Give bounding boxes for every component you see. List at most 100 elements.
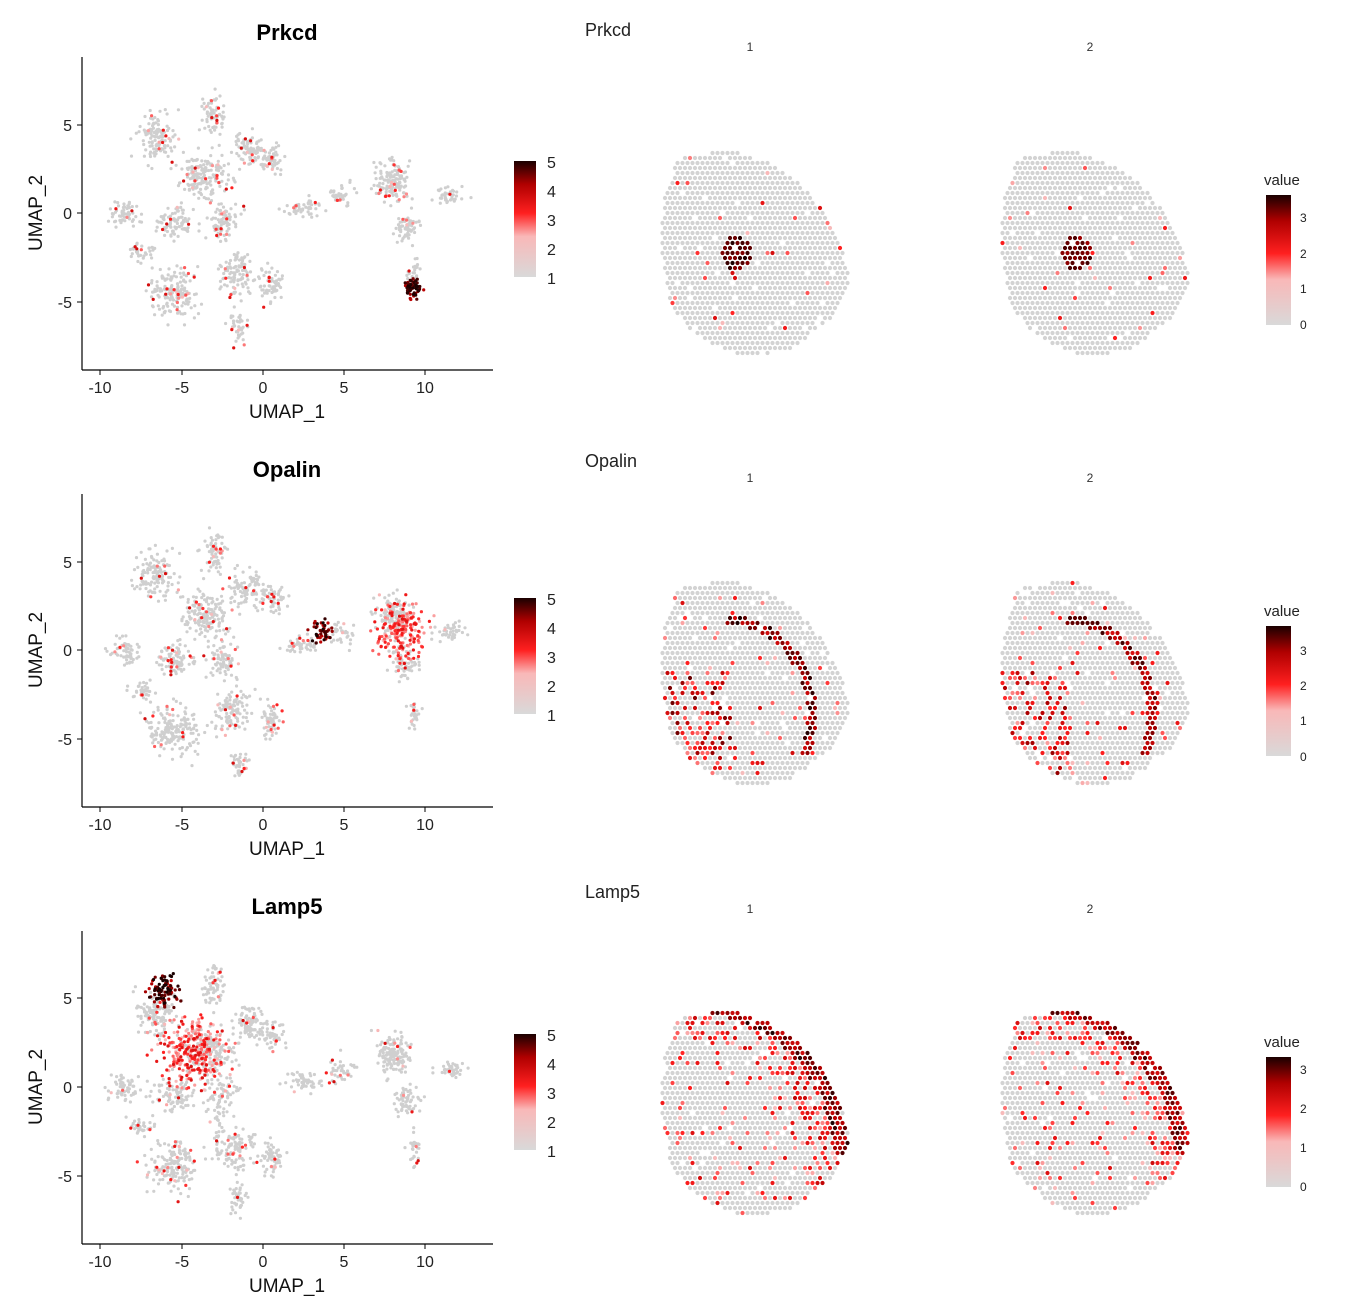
umap-point bbox=[251, 159, 255, 163]
umap-point bbox=[197, 733, 201, 737]
umap-point bbox=[148, 152, 152, 156]
spatial-spot bbox=[697, 295, 703, 301]
umap-point bbox=[301, 215, 305, 219]
umap-point bbox=[218, 629, 222, 633]
spatial-spot bbox=[1035, 270, 1040, 276]
spatial-spot bbox=[1012, 235, 1018, 241]
spatial-spot bbox=[1035, 240, 1040, 246]
spatial-spot bbox=[1120, 210, 1125, 216]
spatial-spot bbox=[1150, 270, 1155, 276]
spatial-spot bbox=[740, 210, 745, 216]
spatial-spot bbox=[822, 265, 828, 271]
umap-point bbox=[227, 233, 231, 237]
spatial-spot bbox=[785, 260, 790, 266]
umap-point bbox=[279, 168, 283, 172]
spatial-spot bbox=[1032, 255, 1038, 261]
spatial-spot bbox=[775, 330, 780, 336]
umap-point bbox=[241, 693, 245, 697]
spatial-spot bbox=[1020, 310, 1025, 316]
spatial-spot bbox=[1092, 335, 1098, 341]
spatial-spot bbox=[1042, 305, 1048, 311]
spatial-spot bbox=[1157, 225, 1163, 231]
spatial-spot bbox=[785, 190, 790, 196]
umap-point bbox=[374, 165, 378, 169]
spatial-spot bbox=[1147, 275, 1153, 281]
spatial-spot bbox=[732, 195, 738, 201]
umap-point bbox=[199, 193, 204, 197]
spatial-spot bbox=[775, 340, 780, 346]
spatial-spot bbox=[727, 165, 733, 171]
spatial-spot bbox=[1025, 220, 1030, 226]
umap-point bbox=[109, 653, 113, 657]
umap-point bbox=[196, 166, 200, 170]
umap-point bbox=[283, 154, 287, 159]
spatial-spot bbox=[1002, 255, 1008, 261]
umap-point bbox=[215, 555, 219, 559]
spatial-spot bbox=[697, 225, 703, 231]
spatial-spot bbox=[740, 300, 745, 306]
umap-point bbox=[309, 206, 313, 210]
spatial-spot bbox=[785, 200, 790, 206]
spatial-spot bbox=[1047, 255, 1053, 261]
spatial-spot bbox=[730, 260, 735, 266]
spatial-spot bbox=[1135, 300, 1140, 306]
spatial-spot bbox=[750, 210, 755, 216]
umap-point bbox=[153, 587, 157, 591]
spatial-spot bbox=[1077, 265, 1083, 271]
spatial-spot bbox=[1175, 300, 1180, 306]
spatial-spot bbox=[785, 250, 790, 256]
spatial-spot bbox=[1057, 215, 1063, 221]
spatial-spot bbox=[1122, 285, 1128, 291]
spatial-spot bbox=[1030, 190, 1035, 196]
spatial-spot bbox=[1012, 285, 1018, 291]
spatial-spot bbox=[1067, 315, 1073, 321]
umap-point bbox=[378, 188, 382, 192]
spatial-spot bbox=[1142, 305, 1148, 311]
spatial-spot bbox=[1045, 330, 1050, 336]
spatial-spot bbox=[762, 255, 768, 261]
spatial-spot bbox=[747, 315, 753, 321]
spatial-spot bbox=[1085, 250, 1090, 256]
umap-point bbox=[402, 235, 406, 239]
umap-point bbox=[348, 638, 353, 642]
umap-point bbox=[274, 145, 278, 149]
spatial-spot bbox=[767, 215, 773, 221]
spatial-spot bbox=[702, 285, 708, 291]
spatial-spot bbox=[785, 210, 790, 216]
umap-point bbox=[190, 157, 194, 161]
spatial-spot bbox=[752, 335, 758, 341]
umap-point bbox=[205, 216, 209, 220]
spatial-spot bbox=[755, 320, 760, 326]
spatial-spot bbox=[795, 330, 800, 336]
spatial-spot bbox=[1102, 305, 1108, 311]
umap-point bbox=[224, 672, 228, 677]
spatial-spot bbox=[695, 250, 700, 256]
umap-point bbox=[217, 715, 221, 719]
spatial-spot bbox=[1060, 300, 1065, 306]
umap-point bbox=[269, 706, 273, 710]
spatial-spot bbox=[797, 265, 803, 271]
spatial-spot bbox=[750, 220, 755, 226]
spatial-spot bbox=[732, 255, 738, 261]
spatial-spot bbox=[722, 315, 728, 321]
spatial-spot bbox=[755, 270, 760, 276]
spatial-spot bbox=[1062, 305, 1068, 311]
spatial-spot bbox=[1020, 190, 1025, 196]
spatial-spot bbox=[730, 220, 735, 226]
spatial-spot bbox=[1017, 185, 1023, 191]
spatial-spot bbox=[1070, 340, 1075, 346]
umap-point bbox=[188, 296, 192, 300]
umap-point bbox=[267, 725, 271, 729]
spatial-spot bbox=[1082, 325, 1088, 331]
umap-point bbox=[161, 716, 166, 720]
umap-point bbox=[203, 730, 207, 735]
spatial-spot bbox=[1070, 180, 1075, 186]
spatial-spot bbox=[1152, 315, 1158, 321]
umap-point bbox=[178, 575, 182, 579]
umap-point bbox=[163, 730, 168, 734]
spatial-spot bbox=[1175, 240, 1180, 246]
umap-point bbox=[272, 285, 276, 289]
spatial-spot bbox=[1130, 240, 1135, 246]
spatial-spot bbox=[1117, 245, 1123, 251]
spatial-spot bbox=[717, 305, 723, 311]
